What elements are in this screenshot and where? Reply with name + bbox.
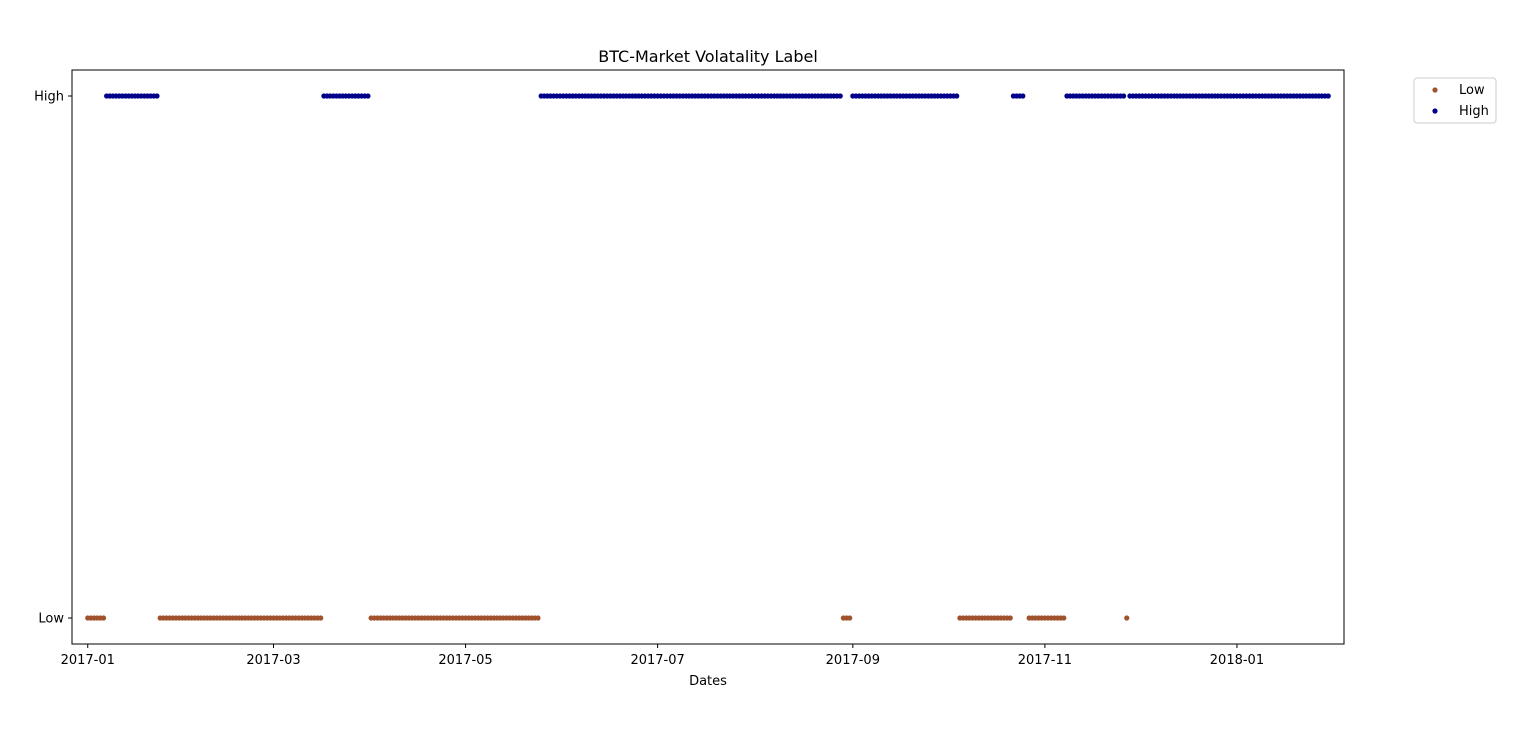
point-low: [1124, 615, 1130, 621]
point-low: [100, 615, 107, 621]
chart-title: BTC-Market Volatality Label: [598, 47, 818, 66]
x-tick-label: 2017-07: [630, 653, 684, 668]
x-axis-label: Dates: [689, 674, 727, 689]
point-high: [1325, 93, 1331, 99]
legend-label-low: Low: [1459, 83, 1485, 98]
legend-marker-low: [1432, 87, 1438, 93]
x-tick-label: 2017-11: [1018, 653, 1072, 668]
series-high: [104, 93, 1331, 99]
x-axis: 2017-01 2017-03 2017-05 2017-07 2017-09 2017-…: [61, 644, 1264, 668]
point-low: [847, 615, 853, 621]
point-low: [318, 615, 324, 621]
point-low: [1007, 615, 1013, 621]
x-tick-label: 2017-05: [438, 653, 492, 668]
data-points: [85, 93, 1331, 621]
x-tick-label: 2017-03: [246, 653, 300, 668]
legend-marker-high: [1432, 108, 1438, 114]
legend: Low High: [1413, 77, 1497, 124]
point-high: [954, 93, 960, 99]
x-tick-label: 2017-09: [826, 653, 880, 668]
legend-label-high: High: [1459, 104, 1489, 119]
point-low: [535, 615, 541, 621]
point-high: [365, 93, 371, 99]
point-high: [154, 93, 160, 99]
x-tick-label: 2018-01: [1210, 653, 1264, 668]
point-low: [1061, 615, 1067, 621]
y-axis: Low High: [34, 90, 72, 627]
point-high: [1020, 93, 1026, 99]
y-tick-label-low: Low: [38, 612, 64, 627]
point-high: [1121, 93, 1127, 99]
point-high: [837, 93, 843, 99]
y-tick-label-high: High: [34, 90, 64, 105]
x-tick-label: 2017-01: [61, 653, 115, 668]
series-low: [85, 615, 1130, 621]
plot-area: [71, 69, 1345, 645]
